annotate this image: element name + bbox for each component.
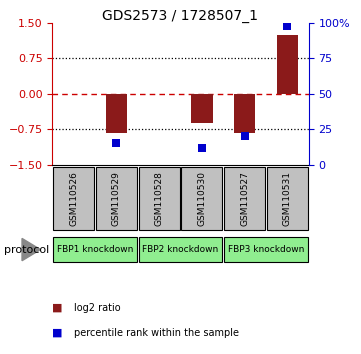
Point	[113, 141, 119, 146]
Text: log2 ratio: log2 ratio	[74, 303, 121, 313]
Text: GSM110526: GSM110526	[69, 171, 78, 226]
Text: GSM110530: GSM110530	[197, 171, 206, 226]
Bar	[234, 94, 255, 132]
Bar	[277, 35, 298, 94]
Bar	[267, 167, 308, 230]
Point	[242, 133, 247, 139]
Point	[284, 23, 290, 29]
Text: GSM110529: GSM110529	[112, 171, 121, 226]
Text: FBP3 knockdown: FBP3 knockdown	[228, 245, 304, 254]
Text: ■: ■	[52, 328, 63, 338]
Bar	[53, 237, 137, 262]
Bar	[224, 237, 308, 262]
Text: GDS2573 / 1728507_1: GDS2573 / 1728507_1	[103, 9, 258, 23]
Text: GSM110531: GSM110531	[283, 171, 292, 226]
Text: FBP2 knockdown: FBP2 knockdown	[142, 245, 219, 254]
Point	[199, 145, 205, 150]
Bar	[139, 167, 180, 230]
Bar	[224, 167, 265, 230]
Polygon shape	[22, 239, 40, 261]
Bar	[96, 167, 137, 230]
Text: ■: ■	[52, 303, 63, 313]
Bar	[139, 237, 222, 262]
Text: protocol: protocol	[4, 245, 49, 255]
Bar	[106, 94, 127, 132]
Text: percentile rank within the sample: percentile rank within the sample	[74, 328, 239, 338]
Bar	[181, 167, 222, 230]
Text: GSM110528: GSM110528	[155, 171, 164, 226]
Bar	[191, 94, 213, 123]
Text: FBP1 knockdown: FBP1 knockdown	[57, 245, 133, 254]
Bar	[53, 167, 94, 230]
Text: GSM110527: GSM110527	[240, 171, 249, 226]
